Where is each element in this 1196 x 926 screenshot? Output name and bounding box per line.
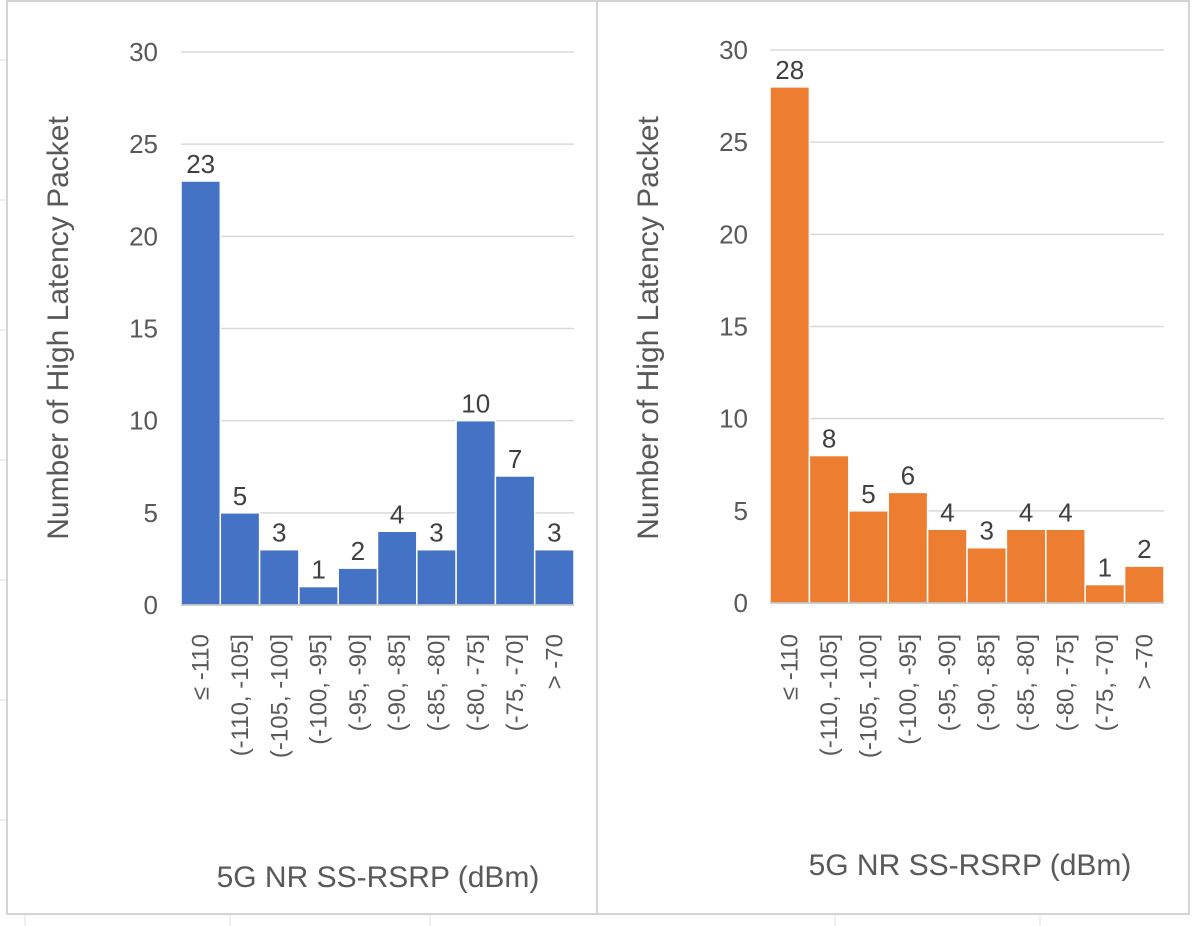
x-tick-label: (-95, -90] [934,634,961,731]
bar-5[interactable] [966,546,1008,604]
data-label: 10 [461,389,490,419]
data-label: 2 [1137,534,1151,564]
y-tick-label: 5 [734,496,748,526]
bar-8[interactable] [494,475,536,606]
x-axis-title: 5G NR SS-RSRP (dBm) [217,861,540,894]
y-tick-label: 15 [129,314,158,344]
bar-9[interactable] [533,548,575,606]
x-tick-label: (-110, -105] [227,634,254,756]
chart-panel-left[interactable]: 0 5 10 15 20 25 30 23 5 3 1 2 4 3 10 7 3 ≤ -110 (-110, -10… [6,0,598,915]
x-tick-label: (-105, -100] [266,634,293,758]
x-tick-label: (-90, -85] [974,634,1001,731]
x-tick-label: (-105, -100] [856,634,883,758]
x-tick-label: (-95, -90] [345,634,372,731]
data-label: 23 [186,149,215,179]
bar-7[interactable] [1045,528,1086,604]
x-tick-label: (-75, -70] [1092,634,1119,731]
x-tick-label: ≤ -110 [188,634,215,700]
bar-9[interactable] [1123,565,1165,604]
chart-panel-right[interactable]: 0 5 10 15 20 25 30 28 8 5 6 4 3 4 4 1 2 ≤ -110 (-110, -105… [596,0,1190,915]
bar-3[interactable] [298,585,339,606]
x-tick-label: (-110, -105] [816,634,843,756]
bar-0[interactable] [180,180,222,606]
bar-6[interactable] [416,548,457,606]
data-label: 4 [1019,497,1033,527]
y-tick-label: 20 [129,221,158,251]
x-tick-label: ≤ -110 [777,634,804,700]
x-tick-label: > -70 [541,634,568,689]
y-tick-label: 5 [144,498,158,528]
data-label: 3 [547,518,561,548]
x-axis-title: 5G NR SS-RSRP (dBm) [809,849,1132,882]
y-tick-label: 15 [719,312,748,342]
x-tick-label: (-100, -95] [895,634,922,745]
bar-1[interactable] [808,454,850,604]
y-tick-label: 10 [129,406,158,436]
x-tick-label: (-80, -75] [1053,634,1080,731]
data-label: 6 [901,460,915,490]
data-label: 1 [1098,553,1112,583]
x-tick-label: (-80, -75] [463,634,490,731]
data-label: 3 [272,518,286,548]
y-tick-label: 0 [734,588,748,618]
data-label: 5 [861,479,875,509]
data-label: 3 [979,516,993,546]
y-tick-label: 0 [144,590,158,620]
bar-5[interactable] [376,530,418,606]
y-axis-title: Number of High Latency Packet [42,116,75,540]
data-label: 5 [233,481,247,511]
x-tick-label: (-75, -70] [502,634,529,731]
data-label: 3 [429,518,443,548]
data-label: 4 [940,497,954,527]
y-tick-label: 30 [719,35,748,65]
y-tick-label: 30 [129,37,158,67]
x-tick-label: (-90, -85] [384,634,411,731]
x-tick-label: > -70 [1131,634,1158,689]
data-label: 8 [822,424,836,454]
bar-7[interactable] [455,419,497,606]
data-label: 28 [775,55,804,85]
bar-2[interactable] [258,548,300,606]
data-label: 1 [311,555,325,585]
y-tick-label: 20 [719,219,748,249]
x-tick-label: (-85, -80] [423,634,450,731]
bar-4[interactable] [337,567,379,606]
y-tick-label: 10 [719,404,748,434]
data-label: 2 [351,536,365,566]
bar-2[interactable] [848,510,889,604]
bar-6[interactable] [1005,528,1047,604]
bar-8[interactable] [1084,583,1126,604]
x-tick-label: (-85, -80] [1013,634,1040,731]
bar-1[interactable] [219,512,261,606]
x-tick-label: (-100, -95] [306,634,333,745]
bar-0[interactable] [769,86,811,604]
bar-3[interactable] [887,491,929,604]
y-axis-title: Number of High Latency Packet [632,116,665,540]
y-tick-label: 25 [129,129,158,159]
data-label: 4 [390,499,404,529]
y-tick-label: 25 [719,127,748,157]
bar-4[interactable] [926,528,968,604]
data-label: 4 [1058,497,1072,527]
data-label: 7 [508,444,522,474]
